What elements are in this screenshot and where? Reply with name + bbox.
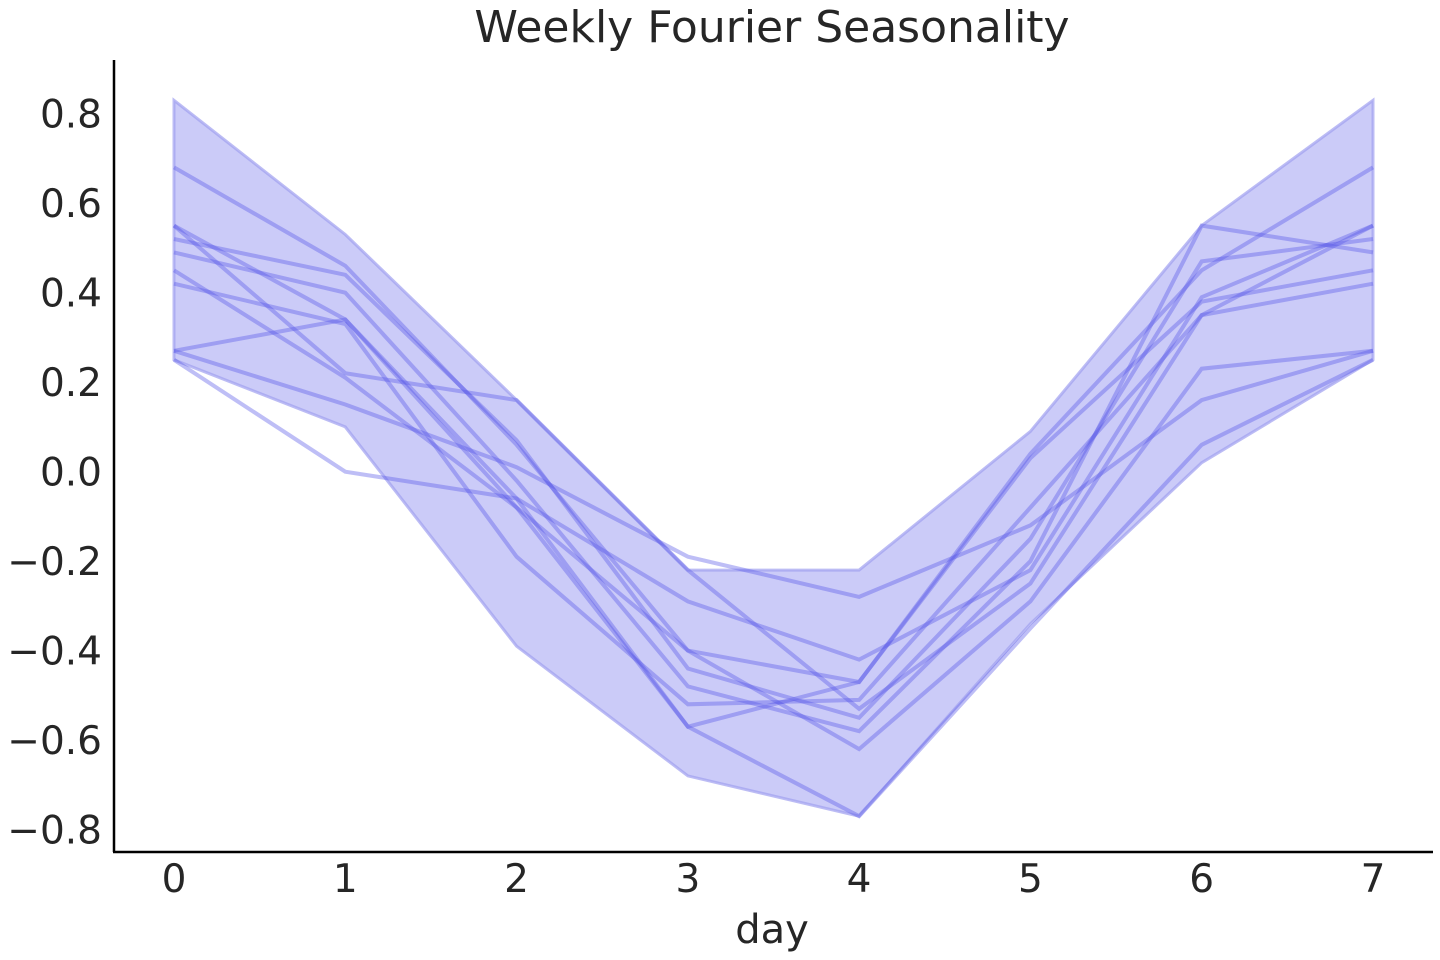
y-tick-labels: 0.8 0.6 0.4 0.2 0.0 −0.2 −0.4 −0.6 −0.8 bbox=[7, 93, 102, 854]
x-tick-label: 4 bbox=[847, 857, 872, 902]
series-line-10 bbox=[172, 223, 1374, 712]
series-line-1 bbox=[173, 165, 1375, 685]
x-tick-label: 1 bbox=[333, 857, 358, 902]
series-line-2 bbox=[173, 223, 1374, 662]
series-line-5 bbox=[172, 268, 1374, 729]
x-tick-labels: 0 1 2 3 4 5 6 7 bbox=[162, 857, 1386, 902]
series-line-6 bbox=[173, 281, 1374, 707]
y-tick-label: 0.8 bbox=[40, 93, 102, 138]
series-line-4 bbox=[173, 223, 1374, 734]
x-tick-label: 5 bbox=[1018, 857, 1043, 902]
series-line-3 bbox=[173, 237, 1374, 721]
y-tick-label: −0.6 bbox=[7, 719, 102, 764]
series-line-7 bbox=[173, 317, 1374, 752]
x-tick-label: 0 bbox=[162, 857, 187, 902]
series-lines-layer bbox=[172, 165, 1375, 819]
confidence-band bbox=[172, 97, 1375, 818]
y-tick-label: 0.2 bbox=[40, 361, 102, 406]
y-tick-label: −0.4 bbox=[7, 630, 102, 675]
y-tick-label: 0.0 bbox=[40, 451, 102, 496]
series-line-8 bbox=[173, 348, 1374, 599]
x-axis-label: day bbox=[735, 907, 809, 953]
chart-title: Weekly Fourier Seasonality bbox=[474, 2, 1069, 53]
x-tick-label: 7 bbox=[1361, 857, 1386, 902]
y-tick-label: 0.6 bbox=[40, 182, 102, 227]
x-tick-label: 6 bbox=[1189, 857, 1214, 902]
x-tick-label: 2 bbox=[504, 857, 529, 902]
y-tick-label: 0.4 bbox=[40, 272, 102, 317]
y-tick-label: −0.8 bbox=[7, 809, 102, 854]
x-tick-label: 3 bbox=[675, 857, 700, 902]
y-tick-label: −0.2 bbox=[7, 540, 102, 585]
series-line-9 bbox=[172, 358, 1374, 819]
confidence-band-layer bbox=[172, 97, 1375, 818]
